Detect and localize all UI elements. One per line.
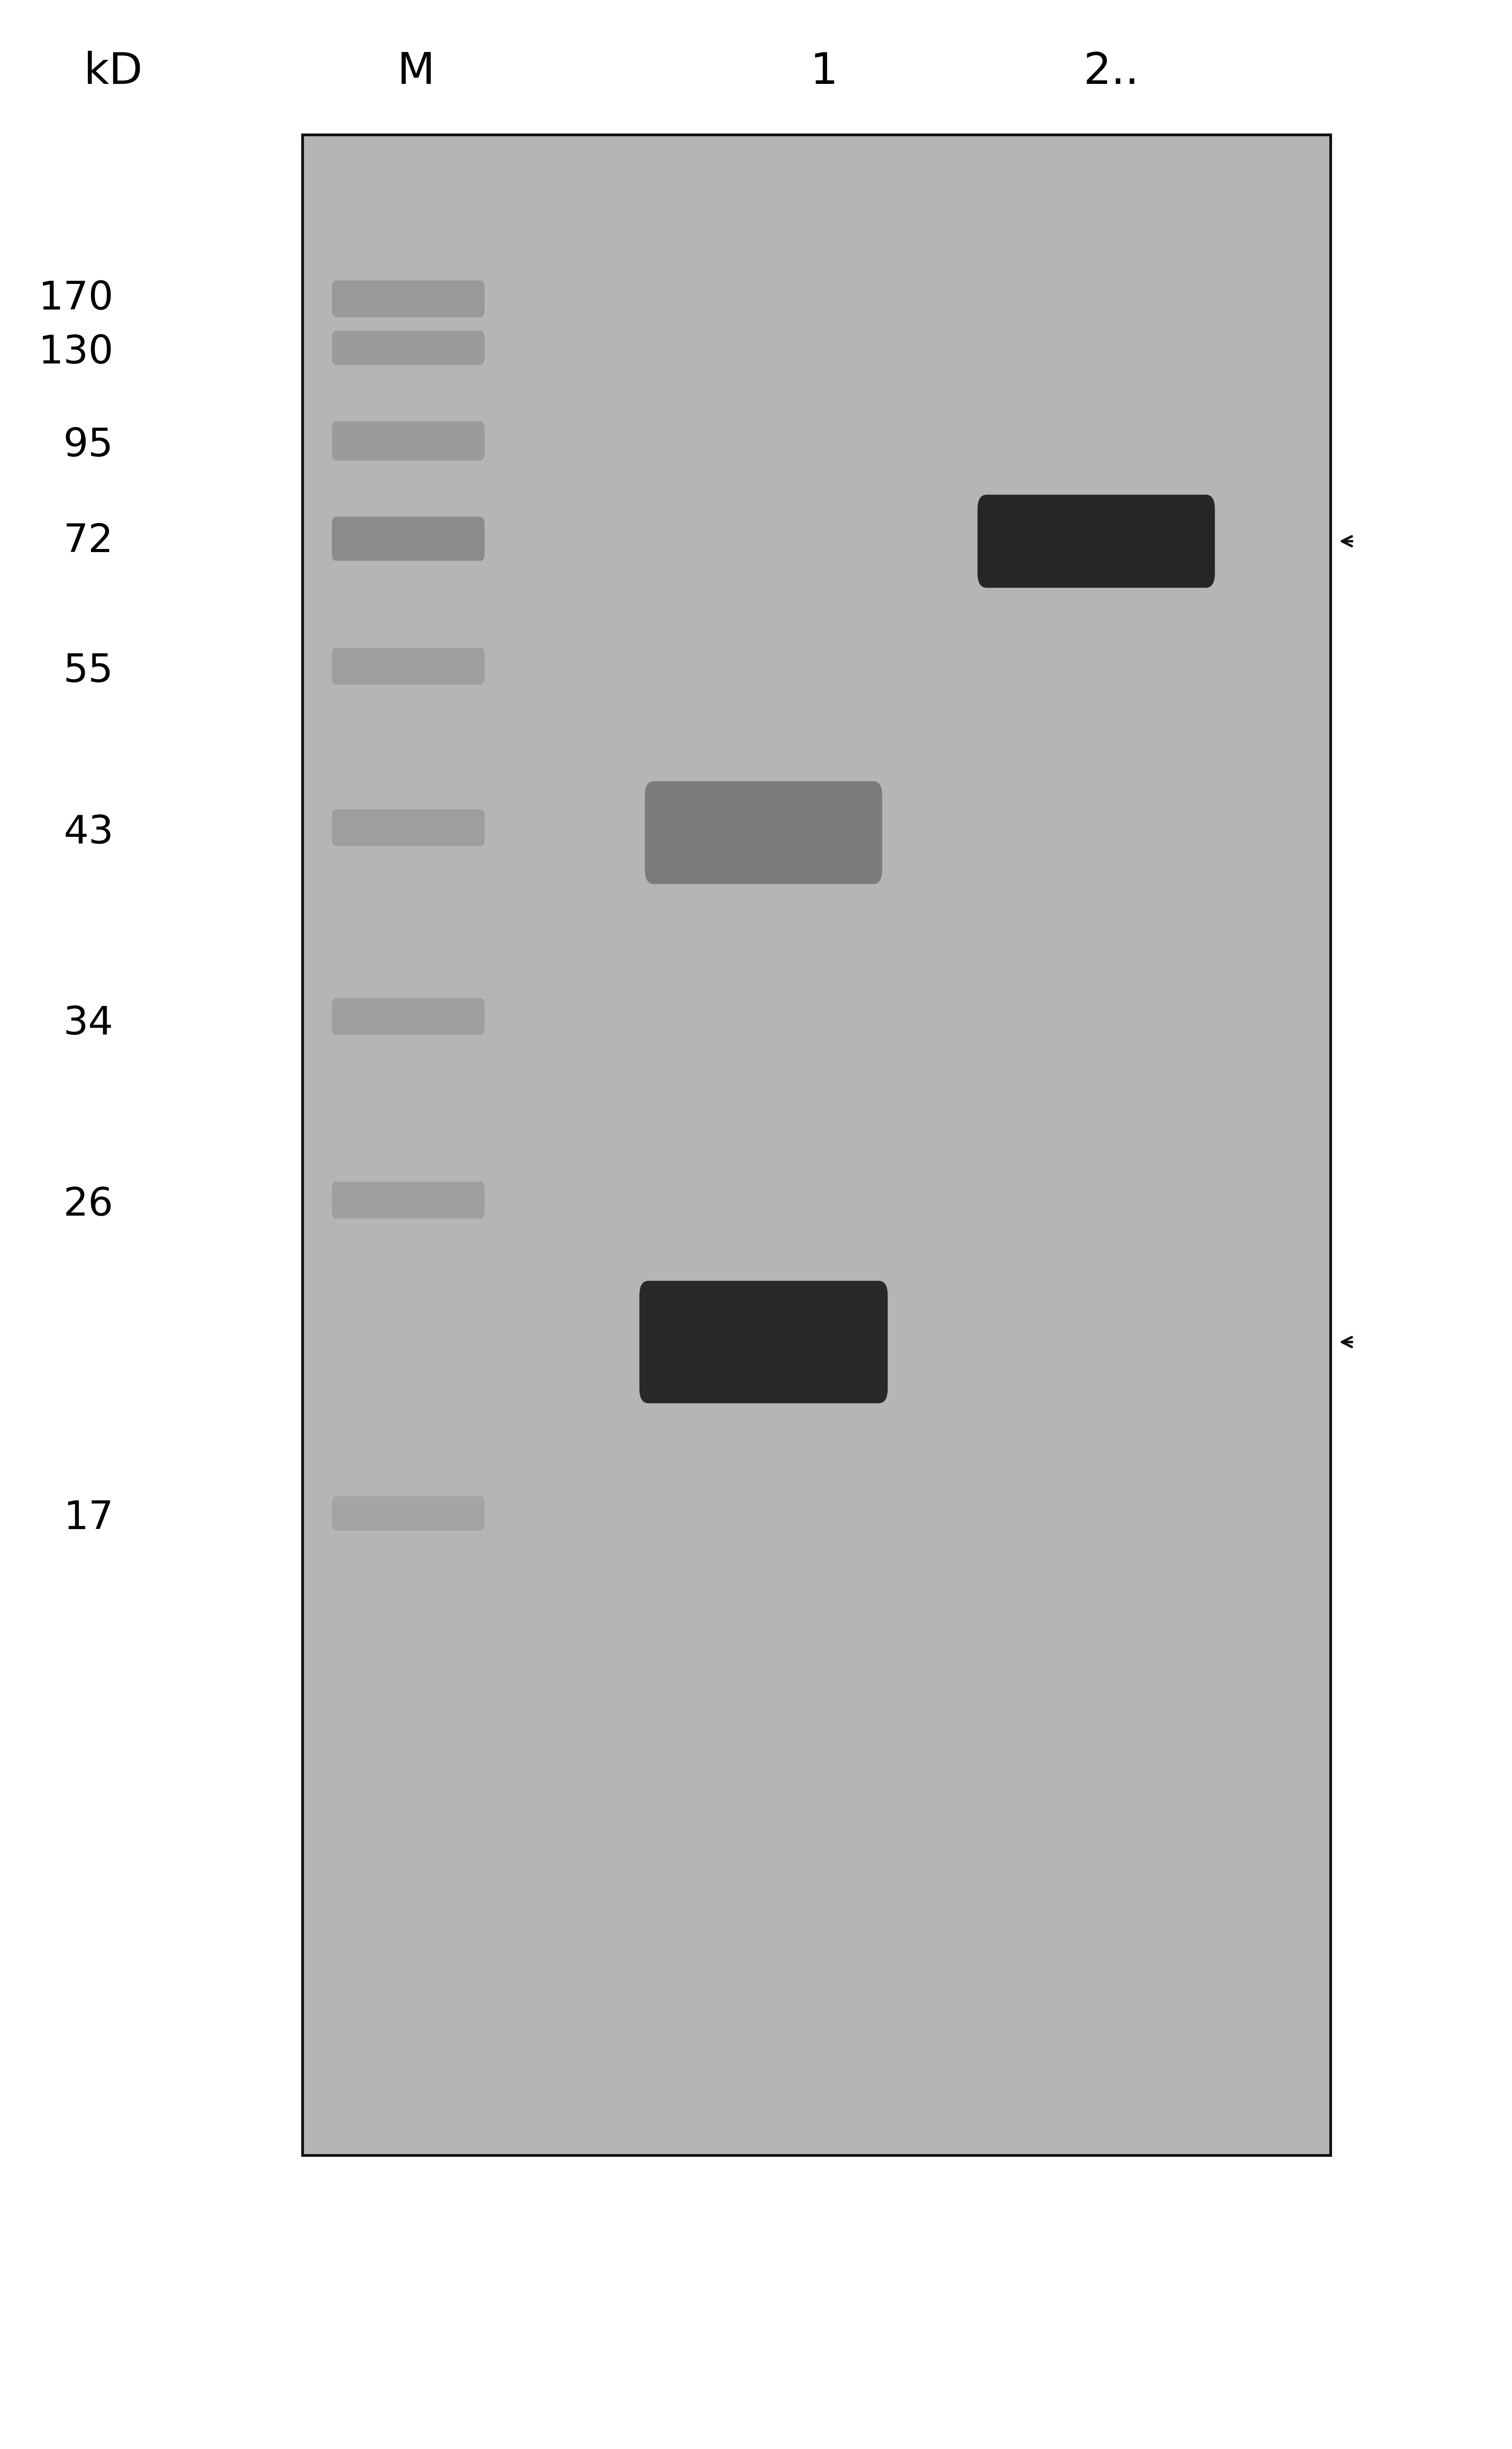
FancyBboxPatch shape [644, 781, 881, 884]
FancyBboxPatch shape [333, 331, 484, 365]
Text: 2..: 2.. [1084, 51, 1139, 93]
Bar [302, 135, 1331, 2155]
FancyBboxPatch shape [333, 808, 484, 845]
Text: 130: 130 [38, 333, 113, 372]
Text: 43: 43 [64, 813, 113, 852]
Text: 17: 17 [64, 1499, 113, 1538]
FancyBboxPatch shape [333, 282, 484, 316]
Text: 26: 26 [64, 1185, 113, 1224]
Text: 95: 95 [64, 426, 113, 465]
Text: M: M [398, 51, 434, 93]
FancyBboxPatch shape [333, 999, 484, 1033]
Text: 170: 170 [38, 279, 113, 318]
Text: 55: 55 [64, 651, 113, 691]
FancyBboxPatch shape [333, 421, 484, 460]
FancyBboxPatch shape [640, 1281, 888, 1403]
Text: 1: 1 [810, 51, 838, 93]
FancyBboxPatch shape [333, 1496, 484, 1531]
Text: 72: 72 [64, 522, 113, 561]
FancyBboxPatch shape [977, 495, 1216, 588]
FancyBboxPatch shape [333, 517, 484, 561]
Text: 34: 34 [64, 1004, 113, 1043]
Text: kD: kD [83, 51, 144, 93]
FancyBboxPatch shape [333, 1180, 484, 1217]
FancyBboxPatch shape [333, 647, 484, 686]
